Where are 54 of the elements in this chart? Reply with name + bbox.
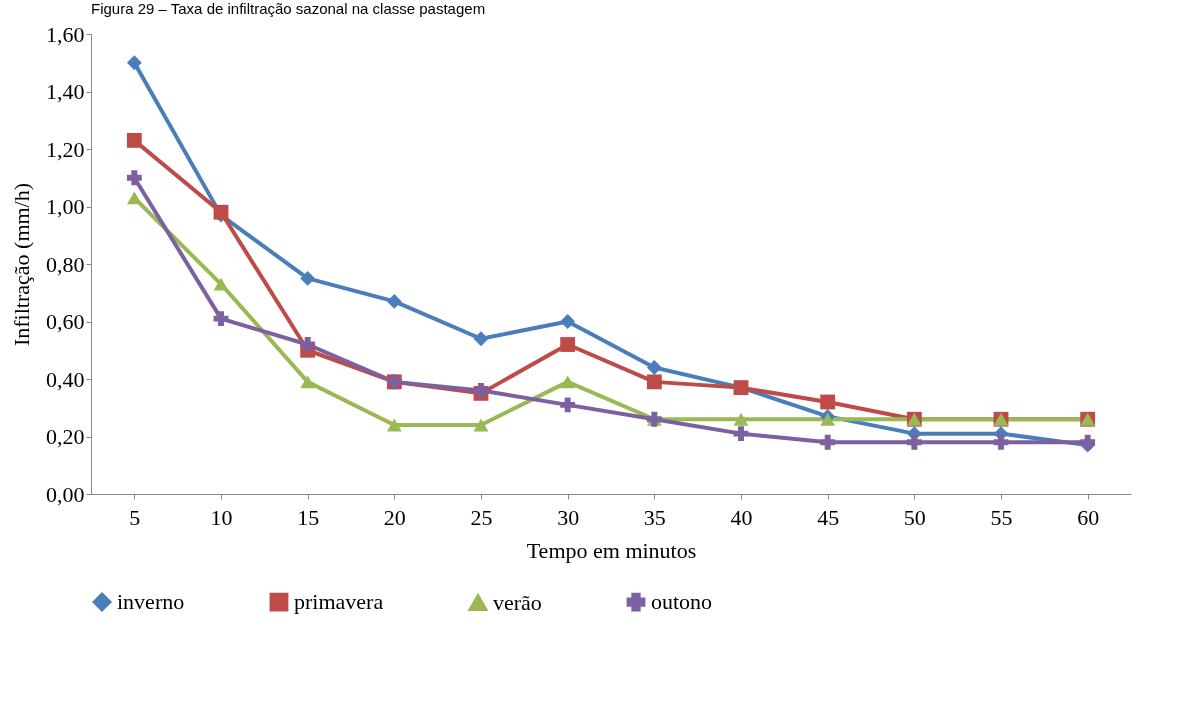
legend-label: primavera [294,589,384,615]
y-axis-title: Infiltração (mm/h) [9,182,34,347]
point [560,314,576,329]
legend-label: verão [493,589,542,615]
point [820,434,836,450]
chart-title: Figura 29 – Taxa de infiltração sazonal na classe pastagem [91,0,486,17]
point [300,375,316,389]
point [993,434,1009,450]
y-tick-label: 0,60 [46,309,85,334]
point [126,170,142,186]
y-tick-label: 1,60 [46,21,85,47]
point [473,418,489,432]
x-tick-label: 45 [817,504,840,530]
y-tick-label: 1,00 [46,194,85,219]
x-tick-label: 30 [557,504,580,530]
x-tick-label: 55 [990,504,1013,530]
point [646,374,662,390]
y-tick-label: 0,20 [46,424,85,449]
point [560,397,576,413]
point [300,270,316,286]
x-tick-label: 20 [383,504,406,530]
point [213,277,229,291]
point [386,293,402,309]
y-tick-label: 1,40 [46,79,85,104]
point [386,418,402,432]
x-tick-label: 40 [730,504,753,530]
y-tick-label: 1,20 [46,136,85,162]
point [473,331,489,347]
x-tick-label: 10 [210,504,233,530]
y-tick-label: 0,80 [46,251,85,277]
point [126,132,142,148]
point [560,375,576,389]
legend-label: outono [651,589,713,615]
y-tick-label: 0,40 [46,366,85,392]
x-tick-label: 60 [1077,504,1100,530]
x-axis-title: Tempo em minutos [526,537,697,563]
point [646,360,662,375]
x-tick-label: 50 [903,504,926,530]
point [213,311,229,327]
x-tick-label: 5 [129,504,141,530]
point [126,191,142,205]
point [560,337,576,352]
point [820,394,836,410]
x-tick-label: 35 [643,504,666,530]
point [733,426,749,442]
x-tick-label: 15 [297,504,320,530]
point [906,434,922,450]
point [733,412,749,426]
point [300,337,316,352]
legend-label: inverno [117,589,185,615]
point [820,412,836,426]
point [126,55,142,71]
y-tick-label: 0,00 [46,481,85,507]
x-tick-label: 25 [470,504,493,530]
